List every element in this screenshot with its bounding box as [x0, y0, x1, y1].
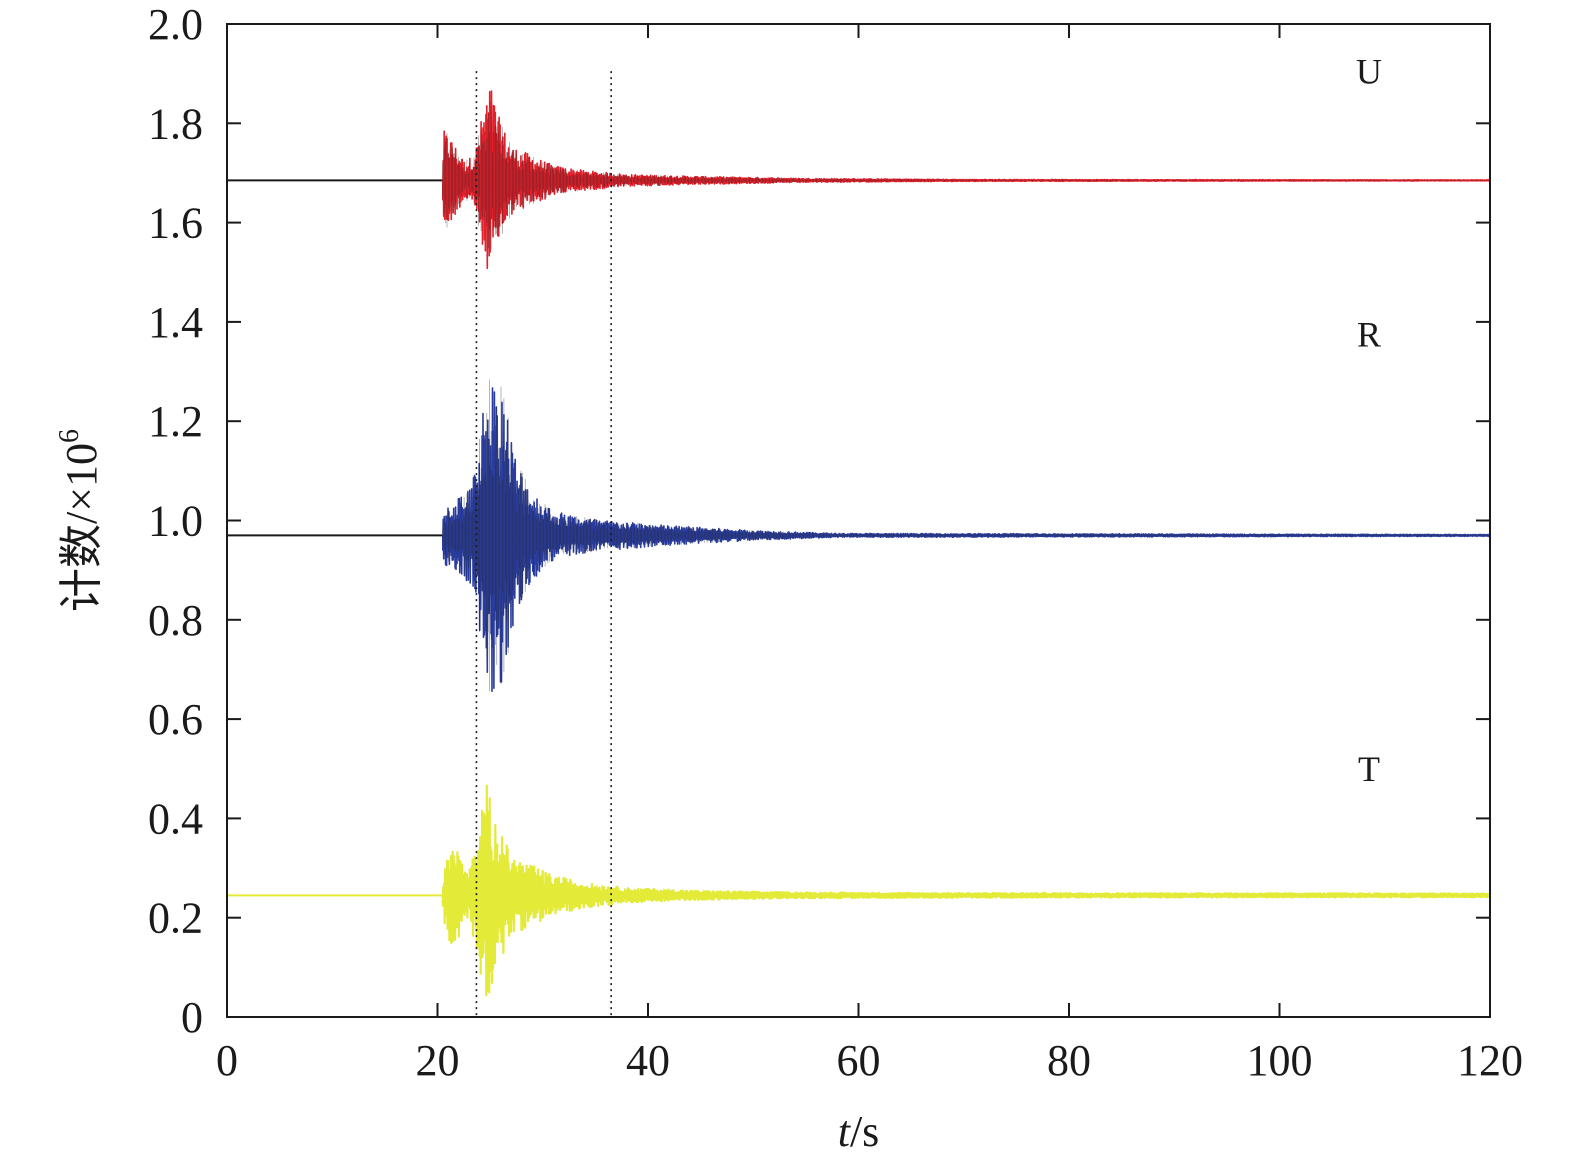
trace-label-t: T — [1358, 749, 1380, 789]
trace-signal-detail — [442, 111, 1491, 250]
x-axis-variable: t — [838, 1107, 852, 1156]
x-tick-label: 40 — [626, 1036, 670, 1085]
x-tick-label: 80 — [1047, 1036, 1091, 1085]
trace-layer — [227, 90, 1491, 997]
y-tick-label: 0.8 — [148, 596, 203, 645]
y-tick-label: 0.4 — [148, 794, 203, 843]
trace-signal — [442, 90, 1491, 270]
x-axis-unit: /s — [850, 1107, 879, 1156]
y-axis-label-text: 计数/×10 — [57, 443, 106, 612]
trace-label-r: R — [1357, 315, 1381, 355]
x-tick-label: 0 — [216, 1036, 238, 1085]
trace-signal — [442, 387, 1491, 692]
y-tick-label: 0 — [181, 993, 203, 1042]
y-tick-label: 0.6 — [148, 695, 203, 744]
y-tick-label: 1.4 — [148, 298, 203, 347]
trace-u — [227, 90, 1491, 270]
trace-signal — [441, 784, 1491, 997]
trace-label-layer: U R T — [1356, 52, 1382, 790]
marker-layer — [475, 71, 612, 1017]
x-tick-label: 60 — [837, 1036, 881, 1085]
plot-frame — [226, 23, 1491, 1018]
y-tick-label: 1.2 — [148, 397, 203, 446]
y-tick-label: 1.6 — [148, 199, 203, 248]
x-tick-label: 120 — [1457, 1036, 1523, 1085]
trace-signal-detail — [442, 379, 1491, 692]
y-axis-label-exponent: 6 — [54, 429, 85, 443]
y-tick-label: 1.8 — [148, 99, 203, 148]
x-tick-label: 20 — [416, 1036, 460, 1085]
y-tick-label: 0.2 — [148, 894, 203, 943]
y-tick-label: 2.0 — [148, 0, 203, 49]
x-tick-label: 100 — [1247, 1036, 1313, 1085]
trace-r — [227, 379, 1491, 692]
tick-layer — [226, 23, 1491, 1018]
trace-t — [227, 784, 1491, 997]
x-axis-label: t/s — [838, 1107, 880, 1156]
y-tick-label: 1.0 — [148, 497, 203, 546]
trace-label-u: U — [1356, 52, 1382, 92]
y-axis-label: 计数/×106 — [54, 429, 106, 612]
tick-label-layer: 0 20 40 60 80 100 120 0 0.2 0.4 0.6 0.8 1.0 1.2 1.4 1.6… — [148, 0, 1523, 1085]
